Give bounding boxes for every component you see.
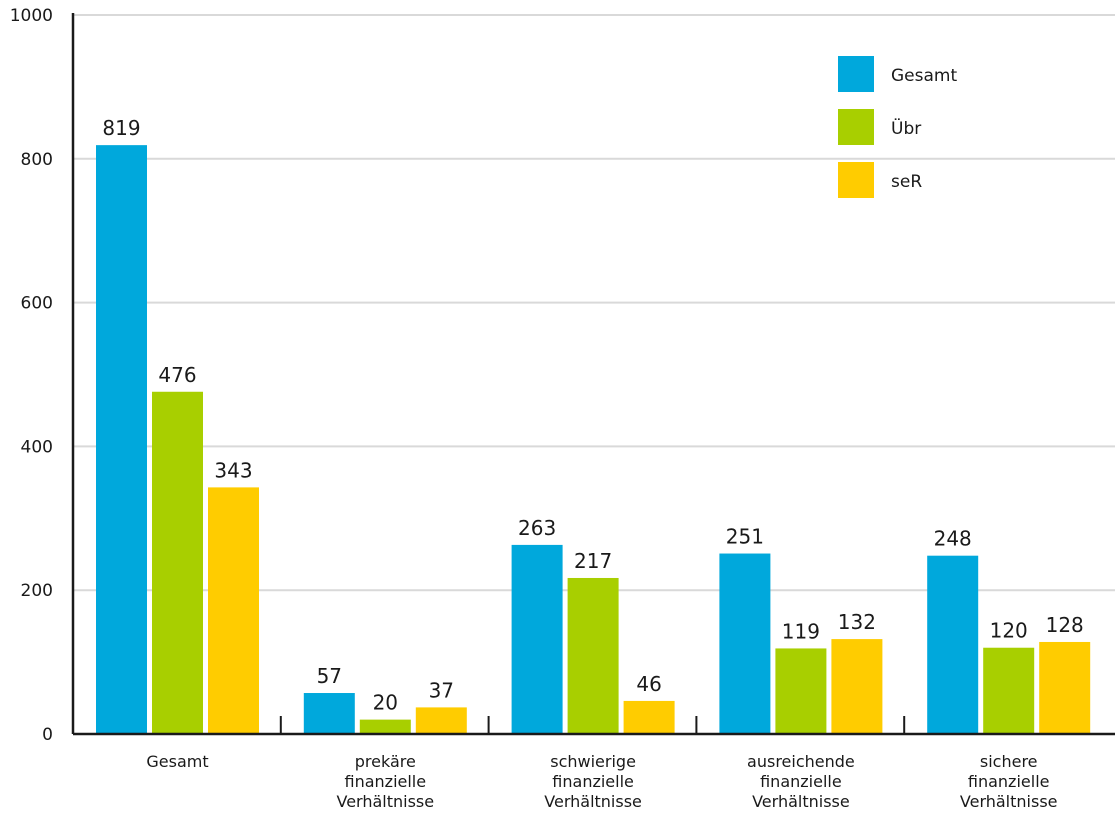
- legend-swatch-2: [838, 109, 874, 145]
- bar-2-series-3: [415, 707, 467, 734]
- data-label-1-series-3: 343: [214, 458, 252, 482]
- bar-4-series-3: [831, 639, 883, 734]
- x-category-label-4: ausreichende finanzielle Verhältnisse: [747, 752, 855, 811]
- x-category-line: schwierige: [550, 752, 636, 771]
- x-category-line: sichere: [980, 752, 1038, 771]
- bar-3-series-1: [511, 544, 563, 734]
- data-label-4-series-3: 132: [838, 610, 876, 634]
- bar-4-series-1: [719, 553, 771, 734]
- value-labels: 819 476 343 57 20 37 263 217 46 251 119 132 248 120 12…: [102, 116, 1083, 714]
- bar-5-series-2: [983, 647, 1035, 734]
- x-category-line: Verhältnisse: [336, 792, 434, 811]
- bar-1-series-1: [96, 145, 147, 734]
- bar-3-series-2: [567, 577, 619, 734]
- x-category-line: finanzielle: [760, 772, 842, 791]
- data-label-2-series-3: 37: [429, 678, 454, 702]
- y-tick-label-1000: 1000: [10, 6, 53, 26]
- x-category-line: finanzielle: [345, 772, 427, 791]
- bar-1-series-2: [152, 391, 203, 734]
- x-category-line: finanzielle: [968, 772, 1050, 791]
- legend: Gesamt Übr seR: [838, 56, 957, 198]
- data-label-1-series-2: 476: [158, 363, 196, 387]
- y-tick-label-600: 600: [21, 294, 53, 314]
- data-label-5-series-1: 248: [934, 527, 972, 551]
- bars: [96, 145, 1091, 734]
- y-tick-label-0: 0: [42, 725, 53, 745]
- y-tick-label-800: 800: [21, 150, 53, 170]
- legend-swatch-1: [838, 56, 874, 92]
- data-label-3-series-3: 46: [636, 672, 661, 696]
- bar-1-series-3: [208, 487, 259, 734]
- bar-4-series-2: [775, 648, 827, 734]
- data-label-4-series-1: 251: [726, 525, 764, 549]
- legend-label-1: Gesamt: [891, 66, 957, 86]
- data-label-4-series-2: 119: [782, 619, 820, 643]
- data-label-2-series-2: 20: [373, 691, 398, 715]
- y-tick-label-400: 400: [21, 437, 53, 457]
- data-label-3-series-1: 263: [518, 516, 556, 540]
- data-label-2-series-1: 57: [317, 664, 342, 688]
- x-category-line: Verhältnisse: [752, 792, 850, 811]
- data-label-1-series-1: 819: [102, 116, 140, 140]
- x-category-line: Gesamt: [146, 752, 208, 771]
- bar-5-series-1: [927, 555, 979, 734]
- x-category-line: finanzielle: [552, 772, 634, 791]
- legend-label-2: Übr: [891, 117, 921, 139]
- x-category-label-5: sichere finanzielle Verhältnisse: [960, 752, 1058, 811]
- data-label-3-series-2: 217: [574, 549, 612, 573]
- bar-2-series-1: [303, 693, 355, 734]
- x-category-label-1: Gesamt: [146, 752, 208, 771]
- legend-swatch-3: [838, 162, 874, 198]
- x-category-line: ausreichende: [747, 752, 855, 771]
- x-category-line: Verhältnisse: [544, 792, 642, 811]
- bar-5-series-3: [1039, 641, 1091, 734]
- bar-2-series-2: [359, 719, 411, 734]
- data-label-5-series-2: 120: [990, 619, 1028, 643]
- legend-label-3: seR: [891, 172, 922, 192]
- y-tick-label-200: 200: [21, 581, 53, 601]
- x-category-line: Verhältnisse: [960, 792, 1058, 811]
- x-category-line: prekäre: [355, 752, 416, 771]
- x-category-label-2: prekäre finanzielle Verhältnisse: [336, 752, 434, 811]
- bar-3-series-3: [623, 700, 675, 734]
- x-category-label-3: schwierige finanzielle Verhältnisse: [544, 752, 642, 811]
- data-label-5-series-3: 128: [1046, 613, 1084, 637]
